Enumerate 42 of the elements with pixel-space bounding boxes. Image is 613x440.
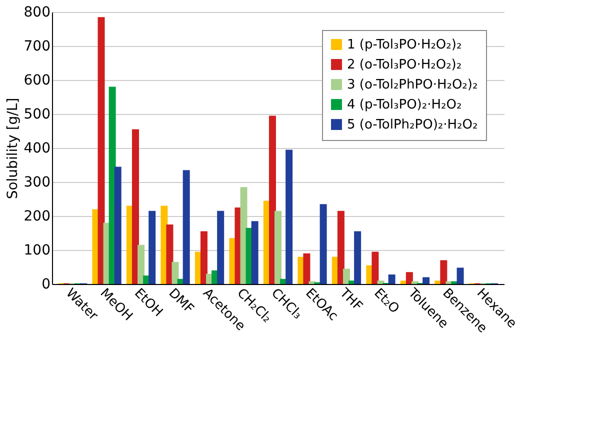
legend-label: 5 (o-TolPh₂PO)₂·H₂O₂ [347,118,478,132]
bar [388,274,396,284]
bar [217,210,224,284]
bar [268,116,276,284]
legend-label: 1 (p-Tol₃PO·H₂O₂)₂ [347,38,462,52]
bar [182,170,190,284]
bar [342,268,350,284]
bar [166,224,174,284]
bar [251,221,258,284]
legend-label: 4 (p-Tol₃PO)₂·H₂O₂ [347,98,462,112]
bar [172,262,179,284]
bar [422,277,430,284]
y-axis-title: Solubility [g/L] [4,98,21,200]
bar [286,150,293,284]
y-tick-label: 0 [42,276,50,292]
bar [148,210,156,284]
bar [138,244,145,284]
y-tick-label: 200 [24,208,50,224]
y-tick-label: 700 [24,38,50,54]
bar [354,231,362,284]
bar [303,253,310,284]
bar [337,210,344,284]
bar [377,280,384,284]
legend-label: 2 (o-Tol₃PO·H₂O₂)₂ [347,58,462,72]
y-tick-label: 600 [24,72,50,88]
bar [274,210,282,284]
bar [132,129,139,284]
legend-label: 3 (o-Tol₂PhPO·H₂O₂)₂ [347,78,478,92]
bar [406,272,413,284]
y-tick-label: 100 [24,242,50,258]
y-tick-label: 800 [24,4,50,20]
bar [440,260,448,284]
bar [98,17,105,284]
bar [114,166,122,284]
y-tick-label: 400 [24,140,50,156]
y-tick-label: 500 [24,106,50,122]
bar [372,252,379,284]
x-tick-label: THF [336,285,366,314]
bar [456,268,464,284]
y-tick-label: 300 [24,174,50,190]
bar [200,231,208,284]
bar [320,204,327,284]
